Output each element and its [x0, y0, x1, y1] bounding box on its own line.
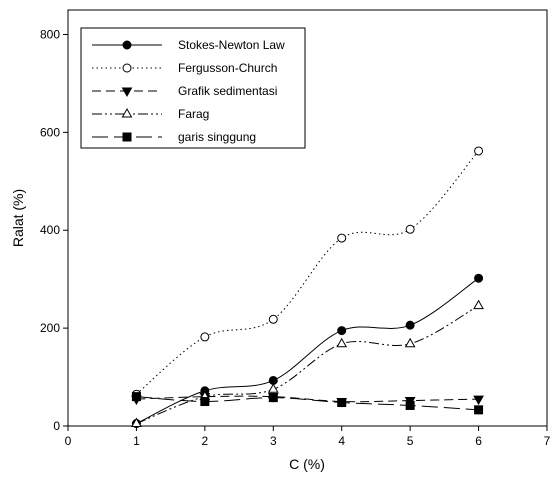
x-tick-label: 6 — [475, 434, 482, 448]
data-point — [131, 417, 142, 428]
x-tick-label: 4 — [338, 434, 345, 448]
data-point — [200, 397, 210, 407]
series-3 — [131, 393, 484, 408]
series-5 — [131, 392, 484, 415]
data-point — [405, 320, 415, 330]
x-axis-title: C (%) — [289, 456, 325, 472]
legend-label: garis singgung — [178, 130, 256, 144]
data-point — [336, 337, 348, 348]
y-tick-label: 400 — [40, 223, 60, 237]
axis-ticks: 0 1 2 3 4 5 6 7 0 200 400 600 800 — [40, 27, 551, 448]
legend-label: Grafik sedimentasi — [178, 84, 277, 98]
series-4 — [131, 299, 484, 428]
legend-label: Farag — [178, 107, 209, 121]
data-point — [474, 405, 484, 415]
series-line — [136, 396, 479, 411]
x-tick-label: 0 — [65, 434, 72, 448]
data-point — [473, 395, 484, 406]
data-point — [268, 393, 278, 403]
y-tick-label: 800 — [40, 27, 60, 41]
plot-frame — [67, 9, 548, 427]
data-point — [337, 233, 347, 243]
legend-marker — [122, 132, 132, 142]
y-axis-title: Ralat (%) — [10, 189, 26, 247]
legend-marker — [121, 87, 133, 98]
series-layer — [131, 146, 484, 429]
y-tick-label: 200 — [40, 321, 60, 335]
x-tick-label: 7 — [544, 434, 551, 448]
data-point — [200, 332, 210, 342]
series-2 — [131, 146, 484, 399]
legend-entry: Farag — [92, 107, 209, 121]
data-point — [405, 400, 415, 410]
x-tick-label: 2 — [202, 434, 209, 448]
x-tick-label: 3 — [270, 434, 277, 448]
data-point — [474, 273, 484, 283]
series-line — [136, 150, 479, 395]
x-tick-label: 5 — [407, 434, 414, 448]
data-point — [267, 383, 279, 393]
y-tick-label: 600 — [40, 125, 60, 139]
legend-marker — [122, 40, 132, 50]
legend-entry: Stokes-Newton Law — [92, 38, 285, 52]
data-point — [337, 398, 347, 408]
legend-label: Stokes-Newton Law — [178, 38, 285, 52]
legend: Stokes-Newton Law Fergusson-Church Grafik … — [80, 27, 306, 149]
series-1 — [131, 273, 484, 429]
data-point — [404, 337, 416, 348]
legend-entry: garis singgung — [92, 130, 256, 144]
legend-box — [80, 27, 306, 149]
legend-label: Fergusson-Church — [178, 61, 277, 75]
legend-marker — [121, 107, 133, 118]
data-point — [405, 224, 415, 234]
data-point — [337, 326, 347, 336]
legend-entry: Grafik sedimentasi — [92, 84, 277, 98]
data-point — [131, 392, 141, 402]
data-point — [474, 146, 484, 156]
legend-marker — [122, 63, 132, 73]
data-point — [268, 314, 278, 324]
series-line — [136, 395, 479, 403]
y-tick-label: 0 — [53, 419, 60, 433]
data-point — [473, 299, 484, 310]
x-tick-label: 1 — [133, 434, 140, 448]
series-line — [136, 305, 479, 425]
legend-entry: Fergusson-Church — [92, 61, 277, 75]
